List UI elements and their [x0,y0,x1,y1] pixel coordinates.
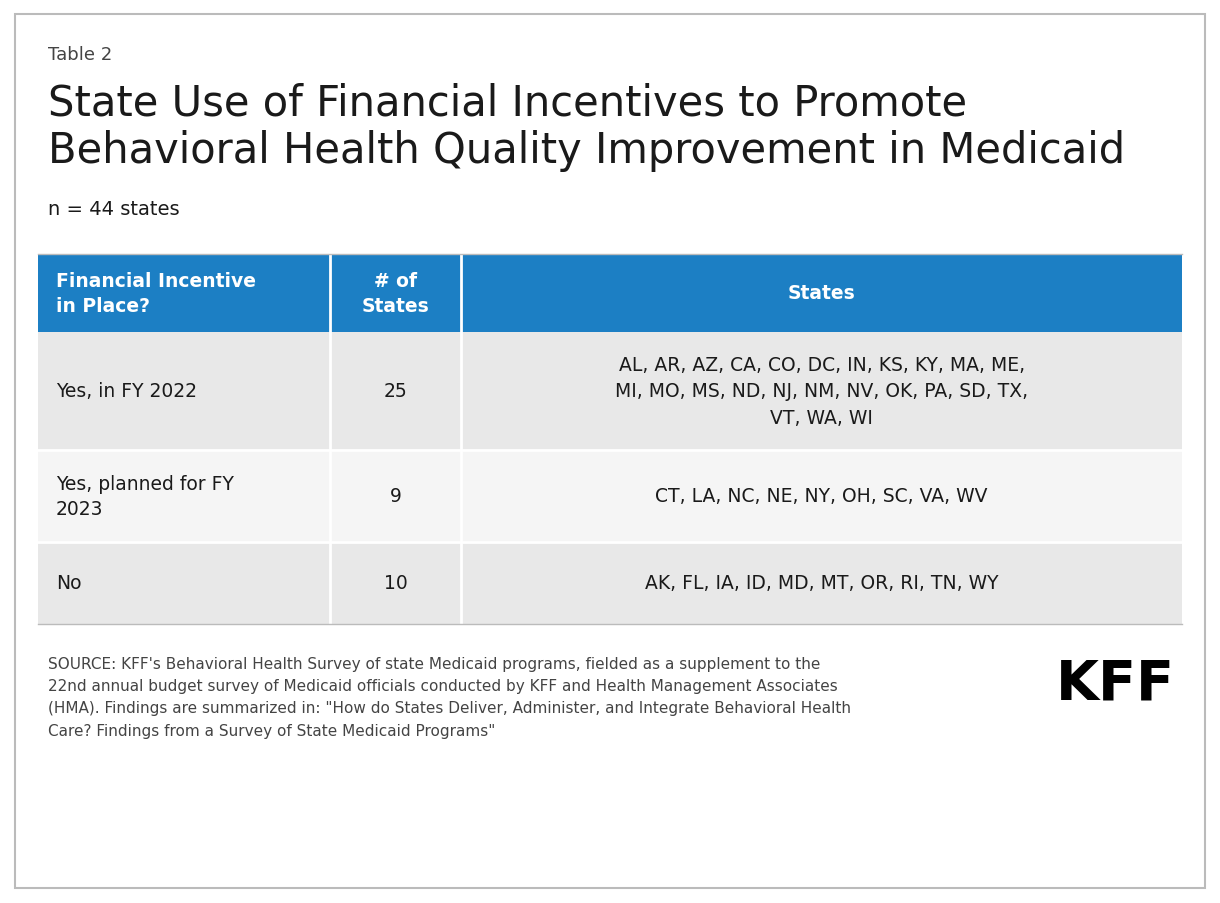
Text: Table 2: Table 2 [48,46,112,64]
Text: States: States [788,284,855,303]
Text: SOURCE: KFF's Behavioral Health Survey of state Medicaid programs, fielded as a : SOURCE: KFF's Behavioral Health Survey o… [48,656,852,738]
Text: KFF: KFF [1057,657,1175,712]
Text: CT, LA, NC, NE, NY, OH, SC, VA, WV: CT, LA, NC, NE, NY, OH, SC, VA, WV [655,487,988,506]
Text: # of
States: # of States [361,272,429,316]
Bar [38,451,1182,543]
Bar [38,255,1182,332]
Bar [38,543,1182,624]
Text: 25: 25 [383,382,407,401]
Text: Behavioral Health Quality Improvement in Medicaid: Behavioral Health Quality Improvement in… [48,130,1125,172]
Text: Yes, in FY 2022: Yes, in FY 2022 [56,382,196,401]
Text: Yes, planned for FY
2023: Yes, planned for FY 2023 [56,474,234,518]
Text: AK, FL, IA, ID, MD, MT, OR, RI, TN, WY: AK, FL, IA, ID, MD, MT, OR, RI, TN, WY [645,574,998,593]
Text: 9: 9 [389,487,401,506]
Text: State Use of Financial Incentives to Promote: State Use of Financial Incentives to Pro… [48,82,967,124]
Text: n = 44 states: n = 44 states [48,200,179,219]
Text: AL, AR, AZ, CA, CO, DC, IN, KS, KY, MA, ME,
MI, MO, MS, ND, NJ, NM, NV, OK, PA, : AL, AR, AZ, CA, CO, DC, IN, KS, KY, MA, … [615,356,1028,427]
Bar [38,332,1182,451]
Text: 10: 10 [383,574,407,593]
Text: Financial Incentive
in Place?: Financial Incentive in Place? [56,272,256,316]
Text: No: No [56,574,82,593]
